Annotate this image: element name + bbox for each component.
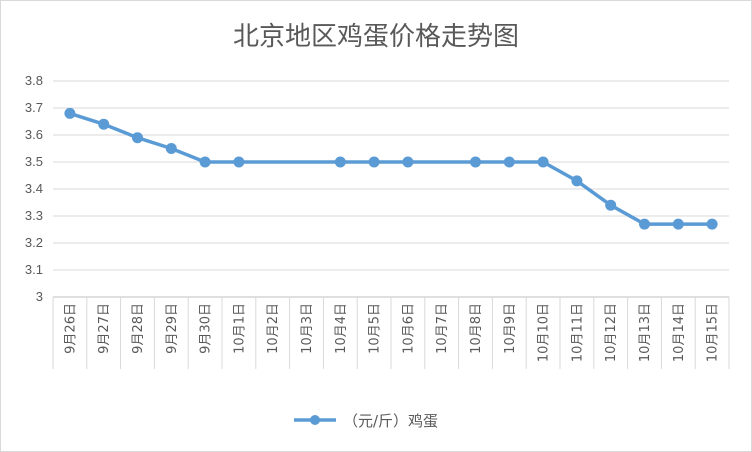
x-tick-label: 9月28日 bbox=[131, 303, 146, 354]
y-tick-label: 3.8 bbox=[25, 73, 43, 88]
x-tick-label: 10月2日 bbox=[266, 303, 281, 354]
x-tick-label: 10月7日 bbox=[435, 303, 450, 354]
data-point bbox=[706, 218, 718, 230]
legend-marker bbox=[310, 415, 320, 425]
x-tick-label: 10月8日 bbox=[469, 303, 484, 354]
y-tick-label: 3.7 bbox=[25, 100, 43, 115]
y-tick-label: 3 bbox=[36, 289, 43, 304]
x-tick-label: 10月5日 bbox=[368, 303, 383, 354]
data-point bbox=[334, 156, 346, 168]
x-tick-label: 10月3日 bbox=[300, 303, 315, 354]
data-point bbox=[368, 156, 380, 168]
y-tick-label: 3.3 bbox=[25, 208, 43, 223]
x-tick-label: 9月27日 bbox=[97, 303, 112, 354]
x-tick-label: 10月4日 bbox=[334, 303, 349, 354]
data-point bbox=[571, 175, 583, 187]
data-point bbox=[605, 199, 617, 211]
x-tick-label: 10月15日 bbox=[706, 303, 721, 362]
y-tick-label: 3.6 bbox=[25, 127, 43, 142]
series-points bbox=[64, 107, 718, 230]
x-tick-label: 9月26日 bbox=[63, 303, 78, 354]
y-tick-label: 3.5 bbox=[25, 154, 43, 169]
x-tick-label: 10月11日 bbox=[570, 303, 585, 362]
x-tick-label: 10月13日 bbox=[638, 303, 653, 362]
data-point bbox=[503, 156, 515, 168]
data-point bbox=[470, 156, 481, 168]
y-tick-label: 3.2 bbox=[25, 235, 43, 250]
x-tick-label: 10月6日 bbox=[401, 303, 416, 354]
y-axis-ticks: 3 3.1 3.2 3.3 3.4 3.5 3.6 3.7 3.8 bbox=[25, 73, 43, 304]
data-point bbox=[132, 132, 143, 144]
series-lines bbox=[68, 111, 714, 226]
data-point bbox=[64, 107, 76, 119]
series-line bbox=[68, 111, 714, 226]
data-point bbox=[199, 156, 211, 168]
data-point bbox=[672, 218, 684, 230]
legend: （元/斤）鸡蛋 bbox=[294, 412, 438, 430]
data-point bbox=[233, 156, 245, 168]
data-point bbox=[537, 156, 549, 168]
x-tick-label: 10月10日 bbox=[537, 303, 552, 362]
y-tick-label: 3.1 bbox=[25, 262, 43, 277]
y-tick-label: 3.4 bbox=[25, 181, 43, 196]
x-tick-label: 10月14日 bbox=[672, 303, 687, 362]
x-tick-label: 10月12日 bbox=[604, 303, 619, 362]
x-axis-ticks: 9月26日 9月27日 9月28日 9月29日 9月30日 10月1日 10月2日 10月3日… bbox=[52, 297, 730, 369]
data-point bbox=[165, 143, 177, 154]
gridlines bbox=[53, 80, 729, 298]
x-tick-label: 9月29日 bbox=[165, 303, 180, 354]
x-tick-label: 10月9日 bbox=[503, 303, 518, 354]
legend-label: （元/斤）鸡蛋 bbox=[343, 412, 438, 430]
data-point bbox=[98, 118, 110, 130]
chart-title: 北京地区鸡蛋价格走势图 bbox=[233, 22, 519, 52]
data-point bbox=[639, 218, 650, 230]
x-tick-label: 9月30日 bbox=[199, 303, 214, 354]
data-point bbox=[402, 156, 414, 168]
x-tick-label: 10月1日 bbox=[232, 303, 247, 354]
